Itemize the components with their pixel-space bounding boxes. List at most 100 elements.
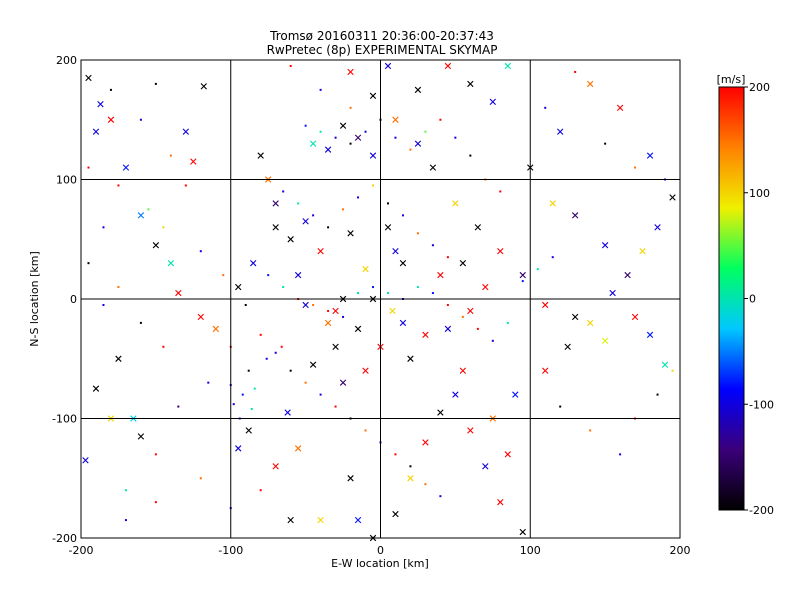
scatter-point-cross [294, 271, 302, 279]
scatter-point-dot [342, 208, 345, 211]
scatter-point-cross [392, 510, 399, 518]
scatter-point-dot [656, 393, 659, 396]
scatter-point-cross [399, 319, 407, 327]
scatter-point-dot [117, 286, 120, 289]
scatter-point-cross [347, 68, 354, 76]
scatter-point-cross [549, 200, 556, 207]
scatter-point-cross [167, 259, 175, 267]
scatter-point-dot [349, 106, 352, 109]
y-axis-label: N-S location [km] [28, 251, 41, 347]
scatter-point-dot [312, 214, 315, 217]
scatter-point-cross [354, 134, 362, 141]
scatter-point-cross [284, 409, 291, 416]
scatter-point-cross [467, 307, 474, 315]
scatter-point-dot [102, 303, 105, 306]
chart-title: Tromsø 20160311 20:36:00-20:37:43 [269, 29, 494, 43]
scatter-point-cross [257, 152, 264, 159]
y-tick-label: 200 [56, 54, 77, 67]
scatter-point-dot [476, 327, 479, 330]
scatter-point-cross [317, 248, 324, 255]
scatter-point-cross [609, 289, 616, 297]
scatter-point-cross [654, 224, 661, 231]
scatter-point-dot [357, 196, 360, 199]
scatter-point-dot [199, 250, 202, 253]
scatter-point-cross [107, 116, 115, 123]
scatter-point-cross [414, 140, 422, 147]
scatter-point-cross [497, 248, 504, 255]
scatter-point-cross [339, 122, 347, 129]
scatter-point-cross [542, 367, 549, 374]
scatter-point-dot [469, 154, 472, 157]
scatter-point-dot [117, 184, 120, 187]
colorbar-tick-label: 200 [749, 81, 770, 94]
scatter-point-dot [536, 268, 539, 271]
scatter-point-cross [437, 409, 444, 416]
scatter-point-dot [124, 519, 127, 522]
scatter-point-cross [646, 152, 654, 159]
scatter-point-dot [109, 88, 112, 91]
scatter-point-dot [416, 286, 419, 289]
scatter-point-dot [207, 381, 210, 384]
colorbar-tick-label: 100 [749, 187, 770, 200]
scatter-point-cross [362, 265, 369, 273]
colorbar-ticks: 200 100 0 -100 -200 [744, 81, 774, 517]
scatter-point-cross [235, 445, 242, 452]
scatter-point-dot [139, 118, 142, 121]
scatter-point-dot [139, 321, 142, 324]
scatter-point-dot [265, 357, 268, 360]
scatter-point-dot [241, 393, 244, 396]
scatter-point-cross [152, 242, 160, 249]
scatter-point-cross [571, 313, 579, 321]
scatter-point-dot [274, 351, 277, 354]
scatter-point-cross [354, 325, 362, 333]
scatter-point-dot [87, 262, 90, 265]
scatter-point-cross [497, 498, 504, 506]
scatter-point-cross [92, 385, 100, 392]
scatter-point-cross [414, 86, 422, 94]
scatter-point-cross [175, 289, 182, 297]
scatter-point-dot [431, 292, 434, 295]
scatter-point-cross [302, 218, 309, 225]
scatter-point-dot [372, 184, 375, 187]
scatter-point-cross [332, 307, 339, 315]
scatter-point-cross [302, 301, 309, 309]
scatter-point-cross [459, 259, 467, 267]
scatter-point-cross [294, 445, 302, 452]
scatter-point-dot [87, 166, 90, 169]
scatter-point-cross [369, 152, 377, 159]
scatter-point-cross [467, 80, 474, 88]
scatter-point-dot [304, 124, 307, 127]
scatter-point-dot [312, 303, 315, 306]
colorbar-label: [m/s] [717, 73, 746, 86]
scatter-point-cross [586, 80, 594, 88]
scatter-point-dot [102, 226, 105, 229]
scatter-point-cross [504, 62, 511, 70]
scatter-point-dot [154, 501, 157, 504]
scatter-point-dot [259, 333, 262, 336]
scatter-point-dot [521, 280, 524, 283]
scatter-point-cross [339, 379, 347, 386]
scatter-point-dot [244, 303, 247, 306]
scatter-point-cross [354, 516, 362, 524]
scatter-point-cross [272, 463, 279, 470]
scatter-point-cross [586, 319, 594, 327]
scatter-point-dot [282, 190, 285, 193]
scatter-point-cross [669, 194, 676, 201]
scatter-point-dot [589, 429, 592, 432]
scatter-point-cross [250, 259, 257, 267]
colorbar-tick-label: -200 [749, 504, 774, 517]
scatter-point-cross [200, 83, 207, 90]
scatter-point-dot [184, 184, 187, 187]
scatter-point-cross [317, 516, 324, 524]
scatter-point-dot [289, 64, 292, 67]
scatter-point-cross [639, 248, 646, 255]
scatter-point-dot [409, 148, 412, 151]
scatter-point-cross [444, 325, 452, 333]
scatter-point-dot [446, 256, 449, 259]
scatter-point-dot [297, 202, 300, 205]
scatter-point-cross [564, 343, 571, 350]
x-tick-label: -100 [218, 544, 243, 557]
scatter-point-dot [671, 369, 674, 372]
scatter-point-dot [446, 303, 449, 306]
